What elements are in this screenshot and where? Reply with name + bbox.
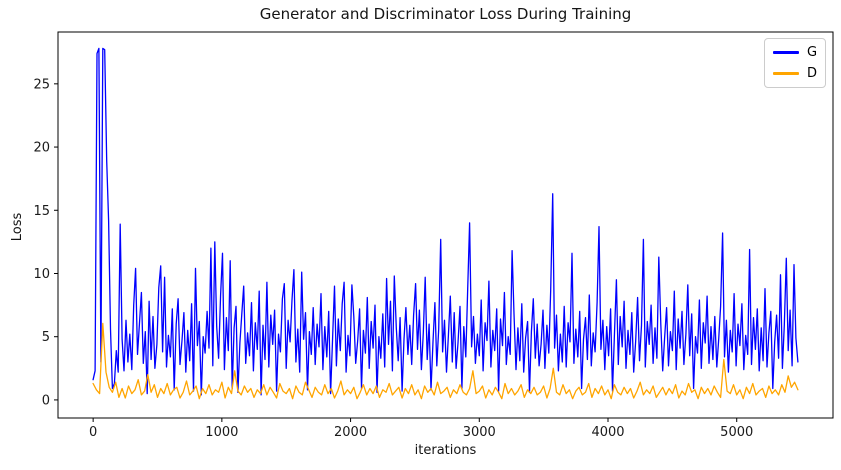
legend-line-swatch-g [773,51,799,54]
legend-entry-g: G [773,46,817,59]
x-tick-label: 0 [89,425,97,440]
legend-label-d: D [807,66,818,81]
legend-entry-d: D [773,67,817,80]
y-tick-label: 15 [33,204,50,219]
x-tick-label: 3000 [463,425,496,440]
y-tick-label: 25 [33,77,50,92]
x-axis-label: iterations [414,443,477,458]
x-tick-label: 2000 [334,425,367,440]
axes-frame [57,31,834,419]
y-tick-label: 10 [33,267,50,282]
y-tick-label: 20 [33,141,50,156]
y-tick-label: 5 [42,330,50,345]
x-tick-label: 5000 [720,425,753,440]
loss-line-d [92,322,799,400]
y-axis-label: Loss [10,212,25,242]
chart-title: Generator and Discriminator Loss During … [259,5,632,23]
legend-line-swatch-d [773,72,799,75]
legend-label-g: G [807,45,818,60]
y-tick-label: 0 [42,393,50,408]
x-tick-label: 1000 [205,425,238,440]
x-tick-label: 4000 [591,425,624,440]
loss-line-g [92,47,799,396]
